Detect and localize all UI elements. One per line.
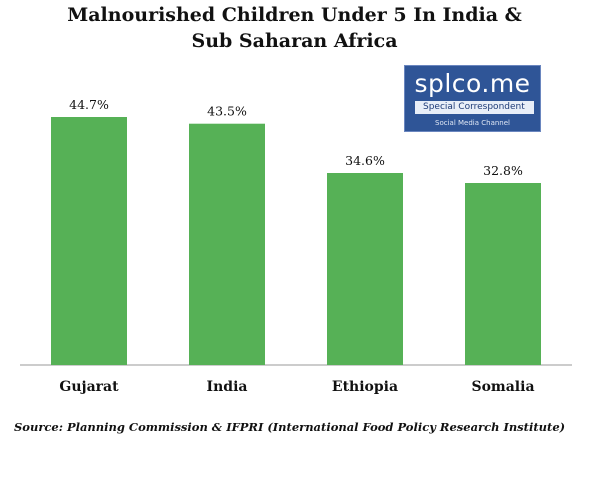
data-label-gujarat: 44.7% (69, 97, 109, 112)
category-label-india: India (207, 379, 248, 395)
chart-title-line-1: Malnourished Children Under 5 In India & (67, 4, 522, 26)
category-label-gujarat: Gujarat (59, 379, 119, 395)
logo-subtitle: Special Correspondent (415, 101, 534, 114)
chart-title-line-2: Sub Saharan Africa (191, 30, 398, 52)
bar-ethiopia (327, 173, 403, 365)
source-note: Source: Planning Commission & IFPRI (Int… (14, 420, 566, 434)
splco-logo: splco.me Special Correspondent Social Me… (404, 65, 541, 132)
logo-name: splco.me (414, 69, 531, 98)
category-label-ethiopia: Ethiopia (332, 379, 398, 395)
logo-tagline: Social Media Channel (435, 119, 510, 127)
bar-india (189, 123, 265, 365)
category-label-somalia: Somalia (471, 379, 534, 395)
data-label-india: 43.5% (207, 104, 247, 119)
bar-somalia (465, 183, 541, 365)
data-label-somalia: 32.8% (483, 163, 523, 178)
bar-gujarat (51, 117, 127, 365)
chart-title: Malnourished Children Under 5 In India &… (0, 2, 589, 54)
data-label-ethiopia: 34.6% (345, 153, 385, 168)
